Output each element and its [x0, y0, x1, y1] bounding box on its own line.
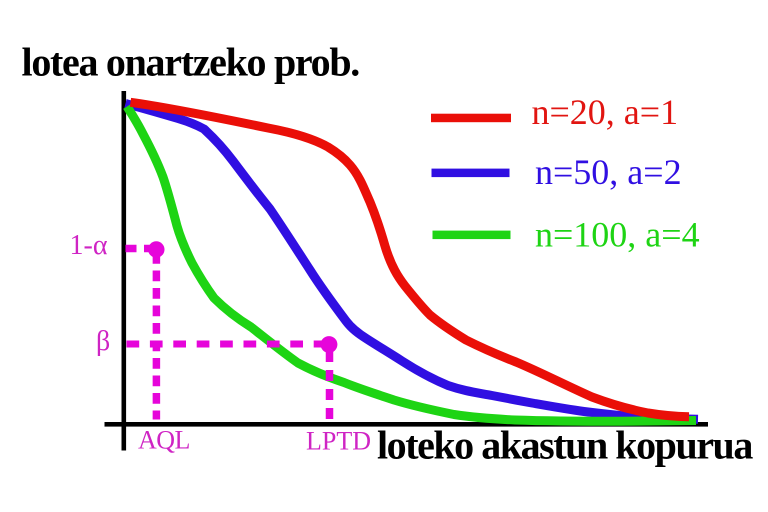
svg-text:β: β — [96, 326, 110, 357]
svg-text:n=50, a=2: n=50, a=2 — [535, 152, 682, 192]
svg-text:n=100, a=4: n=100, a=4 — [535, 215, 700, 255]
svg-text:lotea onartzeko prob.: lotea onartzeko prob. — [22, 40, 360, 85]
svg-text:n=20, a=1: n=20, a=1 — [532, 92, 679, 132]
svg-text:AQL: AQL — [138, 426, 190, 455]
svg-text:loteko akastun kopurua: loteko akastun kopurua — [377, 423, 753, 468]
svg-text:LPTD: LPTD — [306, 427, 371, 456]
svg-text:1-α: 1-α — [70, 230, 108, 261]
